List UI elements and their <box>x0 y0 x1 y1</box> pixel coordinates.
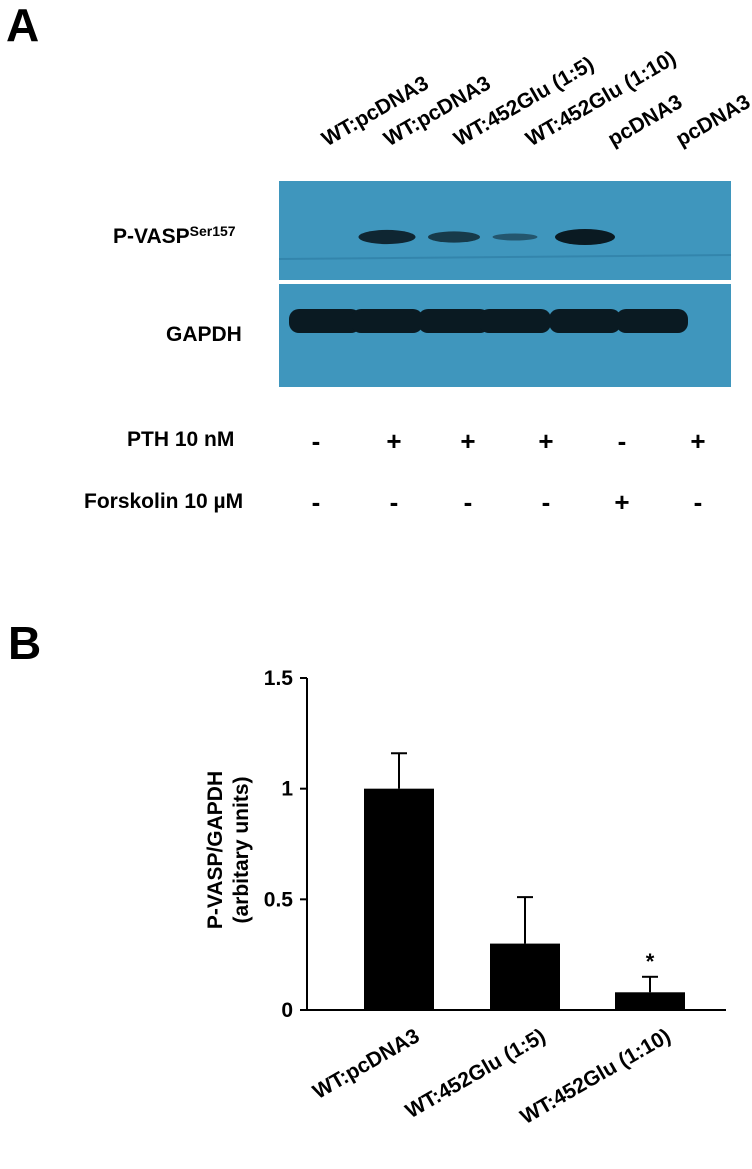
y-tick-label: 1 <box>281 778 293 801</box>
treatment-sign: + <box>460 426 476 456</box>
gapdh-band-2 <box>351 309 423 333</box>
gapdh-band-6 <box>616 309 688 333</box>
treatment-sign: + <box>690 426 706 456</box>
treatment-sign: - <box>311 426 321 456</box>
blot-label-pvasp: P-VASPSer157 <box>113 223 236 249</box>
significance-marker-3: * <box>646 949 655 974</box>
treatment-sign: - <box>617 426 627 456</box>
y-tick-label: 0.5 <box>264 888 294 911</box>
gapdh-band-3 <box>418 309 490 333</box>
y-axis-label-line1: P-VASP/GAPDH <box>204 771 227 929</box>
treatment-sign: + <box>614 487 630 517</box>
gapdh-bands <box>289 309 688 333</box>
lane-label-6: pcDNA3 <box>672 90 752 152</box>
blot-label-pvasp-main: P-VASP <box>113 225 190 248</box>
gapdh-band-5 <box>549 309 621 333</box>
pvasp-bands <box>278 229 732 260</box>
x-tick-label-1: WT:pcDNA3 <box>309 1024 424 1103</box>
blot-label-gapdh: GAPDH <box>166 323 242 346</box>
bar-chart: P-VASP/GAPDH (arbitary units) 0 0.5 1 1.5 WT… <box>204 667 726 1129</box>
western-blot <box>278 181 732 387</box>
bar-1 <box>364 788 434 1010</box>
bar-3 <box>615 992 685 1010</box>
pvasp-band-3 <box>428 231 480 243</box>
treatment-sign: - <box>389 487 399 517</box>
panel-a-letter: A <box>6 0 40 51</box>
blot-label-pvasp-sup: Ser157 <box>189 223 236 239</box>
y-axis-label-line2: (arbitary units) <box>230 776 253 923</box>
gapdh-band-4 <box>479 309 551 333</box>
y-tick-label: 0 <box>281 999 293 1022</box>
treatment-label-pth: PTH 10 nM <box>127 428 235 451</box>
panel-b-letter: B <box>8 617 42 669</box>
treatment-label-forskolin: Forskolin 10 µM <box>84 490 244 513</box>
bar-2 <box>490 943 560 1010</box>
blot-panel-pvasp <box>278 181 732 280</box>
blot-panel-gapdh <box>279 284 731 387</box>
y-tick-label: 1.5 <box>264 667 294 690</box>
pvasp-band-2 <box>358 229 416 245</box>
treatment-sign: - <box>693 487 703 517</box>
treatment-sign: + <box>538 426 554 456</box>
treatment-sign: - <box>463 487 473 517</box>
pvasp-band-5 <box>555 229 615 245</box>
treatment-sign: - <box>311 487 321 517</box>
gapdh-band-1 <box>289 309 361 333</box>
treatment-sign: - <box>541 487 551 517</box>
treatment-sign: + <box>386 426 402 456</box>
pvasp-band-4 <box>492 233 538 241</box>
